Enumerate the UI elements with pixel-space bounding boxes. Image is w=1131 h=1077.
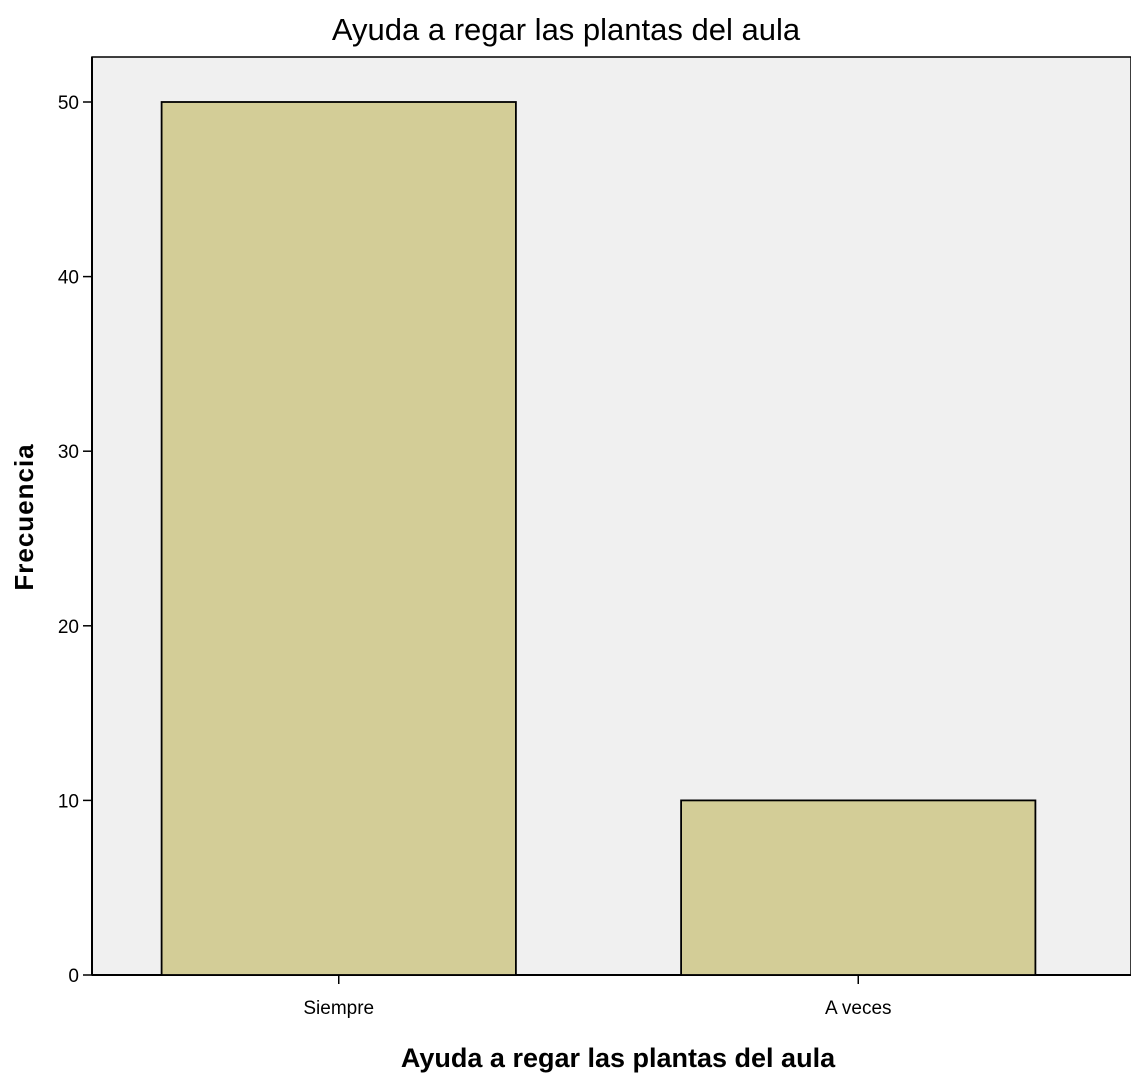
x-axis-label: Ayuda a regar las plantas del aula bbox=[401, 1043, 836, 1073]
y-tick-label-50: 50 bbox=[58, 93, 79, 114]
y-tick-label-10: 10 bbox=[58, 791, 79, 812]
y-axis-label: Frecuencia bbox=[9, 443, 39, 590]
y-tick-label-30: 30 bbox=[58, 442, 79, 463]
y-tick-label-0: 0 bbox=[68, 966, 79, 987]
y-axis: 0 10 20 30 40 50 bbox=[58, 57, 93, 987]
x-tick-label-a-veces: A veces bbox=[825, 998, 892, 1019]
y-tick-label-40: 40 bbox=[58, 268, 79, 289]
bar-siempre bbox=[160, 101, 517, 976]
x-tick-label-siempre: Siempre bbox=[303, 998, 374, 1019]
bars bbox=[160, 101, 1037, 976]
bar-a-veces bbox=[680, 799, 1037, 976]
x-axis: Siempre A veces bbox=[92, 974, 1131, 1019]
chart-title: Ayuda a regar las plantas del aula bbox=[332, 12, 801, 47]
y-tick-label-20: 20 bbox=[58, 617, 79, 638]
